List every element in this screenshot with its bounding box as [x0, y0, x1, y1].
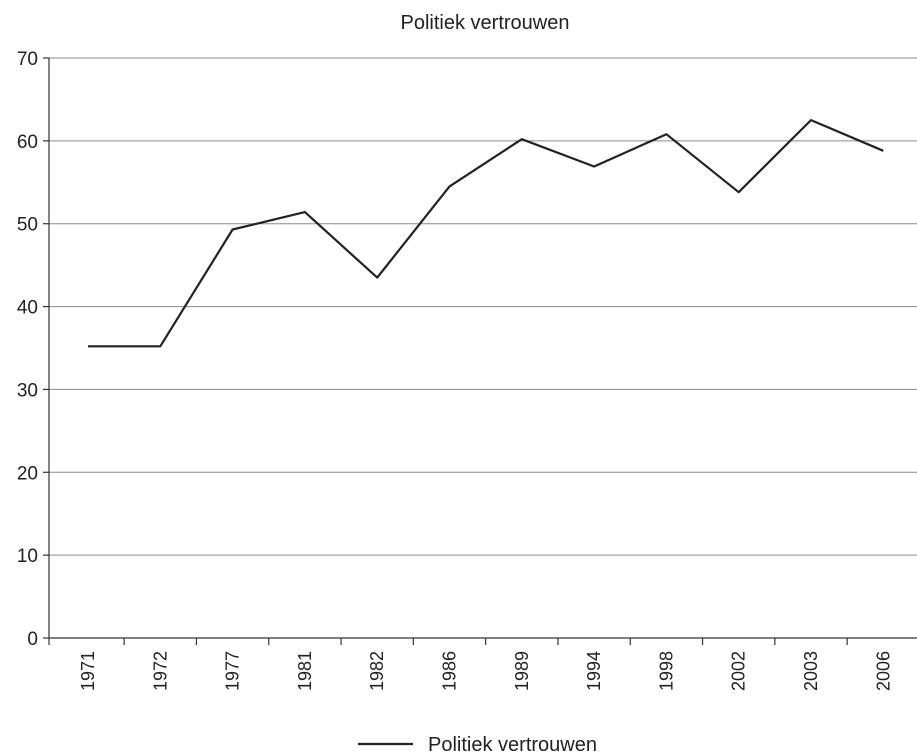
x-tick-label: 1982	[367, 651, 387, 691]
series-line	[88, 118, 884, 348]
gridlines	[49, 57, 917, 556]
x-tick-label: 1998	[656, 651, 676, 691]
x-tick-label: 1972	[150, 651, 170, 691]
axes	[48, 58, 917, 639]
legend: Politiek vertrouwen	[358, 734, 597, 753]
x-tick-label: 1981	[295, 651, 315, 691]
x-tick-label: 1971	[78, 651, 98, 691]
x-tick-label: 2006	[873, 651, 893, 691]
x-axis-ticks: 1971 1972 1977 1981 1982 1986 1989 1994 1998 2002…	[48, 638, 893, 691]
series-lines	[88, 118, 884, 348]
x-tick-label: 1989	[512, 651, 532, 691]
x-tick-label: 1986	[440, 651, 460, 691]
x-tick-label: 1994	[584, 651, 604, 691]
chart-title: Politiek vertrouwen	[401, 12, 570, 34]
x-tick-label: 2002	[729, 651, 749, 691]
y-tick-label: 20	[17, 463, 38, 484]
y-tick-label: 50	[17, 215, 38, 236]
y-tick-label: 30	[17, 380, 38, 401]
x-tick-label: 1977	[223, 651, 243, 691]
x-tick-label: 2003	[801, 651, 821, 691]
y-tick-label: 40	[17, 298, 38, 319]
y-tick-label: 60	[17, 132, 38, 153]
y-axis-ticks: 0 10 20 30 40 50 60 70	[17, 49, 49, 650]
y-tick-label: 70	[17, 49, 38, 70]
legend-label: Politiek vertrouwen	[428, 734, 597, 753]
y-tick-label: 0	[27, 629, 38, 650]
y-tick-label: 10	[17, 546, 38, 567]
